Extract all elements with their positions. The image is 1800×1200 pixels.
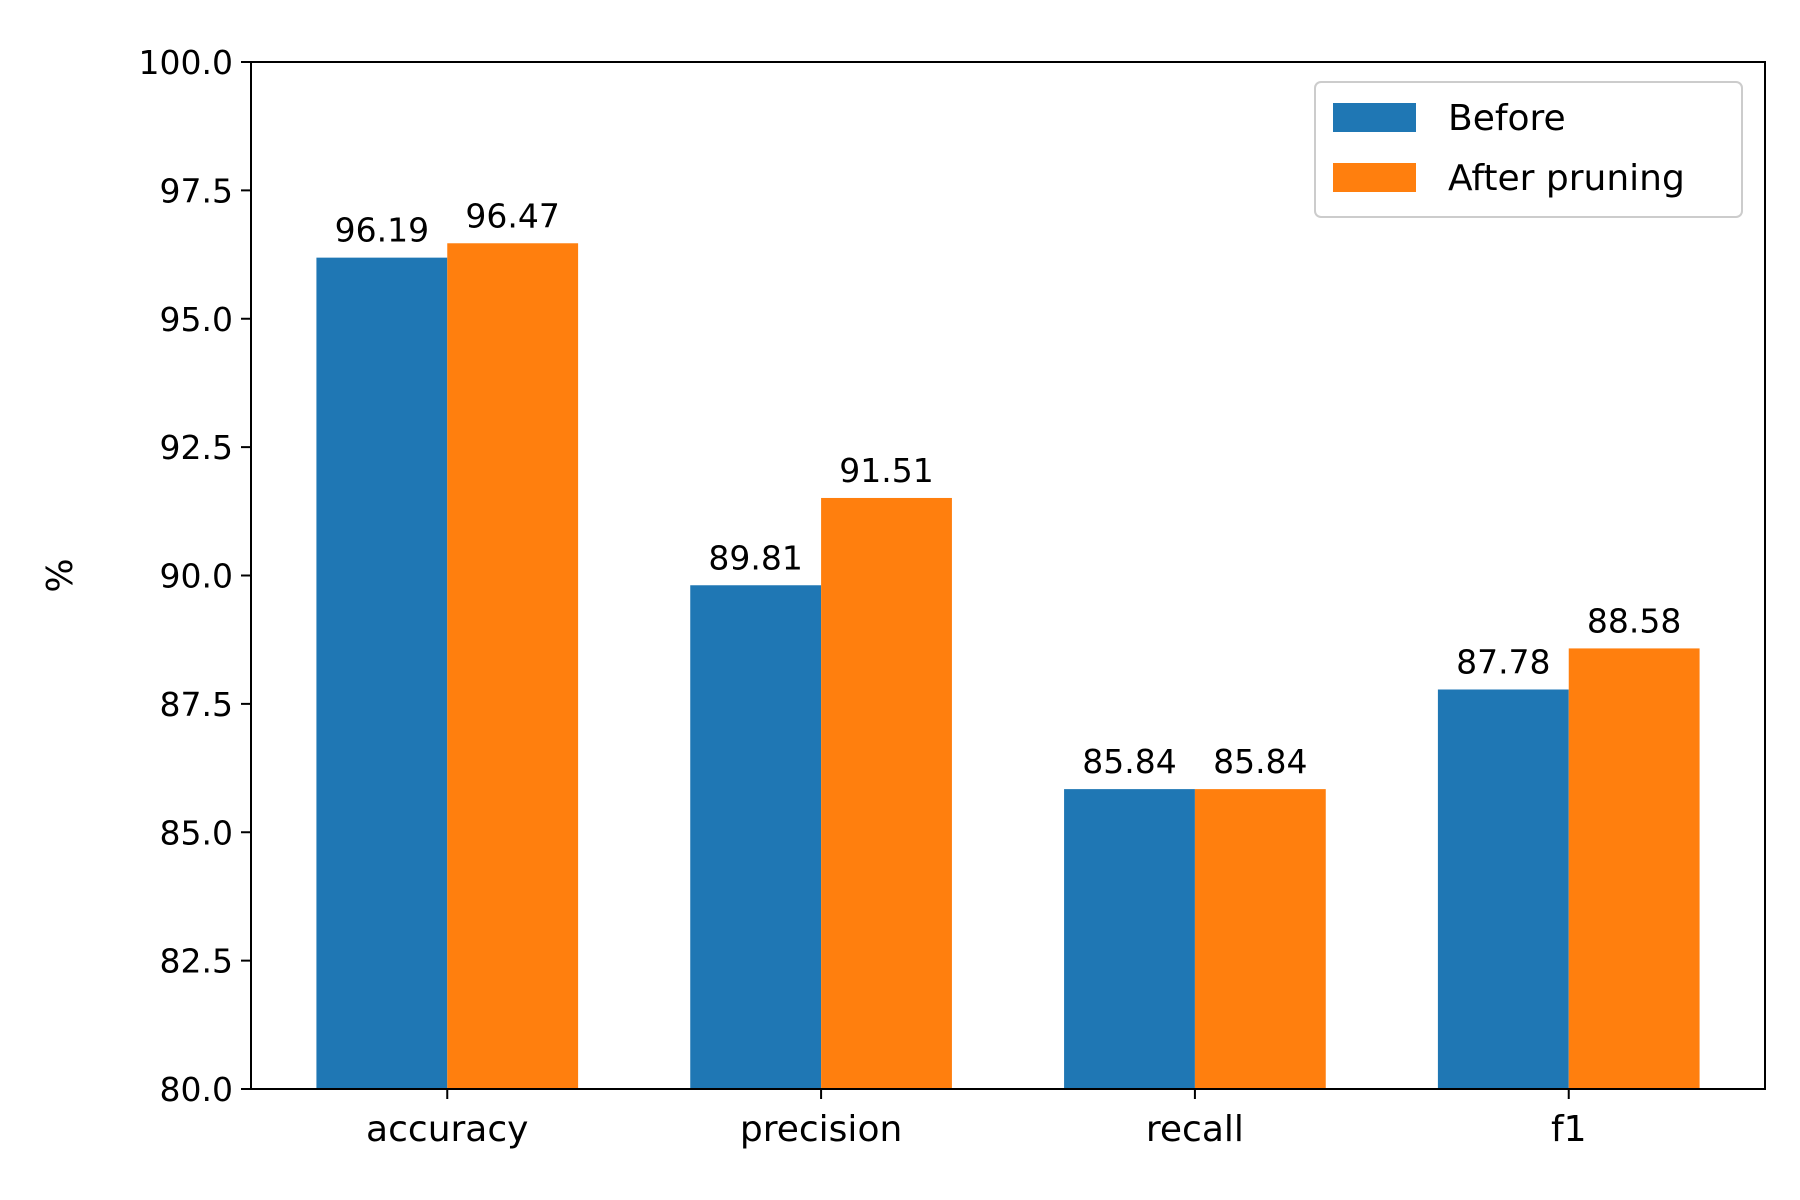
- bar-after-pruning-recall: [1194, 789, 1326, 1089]
- bar-before-accuracy: [316, 257, 448, 1089]
- y-tick-label: 95.0: [160, 300, 233, 339]
- x-tick-label-precision: precision: [740, 1109, 902, 1150]
- bars-layer: [316, 243, 1700, 1089]
- value-label: 85.84: [1213, 742, 1307, 781]
- legend: Before After pruning: [1314, 81, 1743, 218]
- x-tick-label-accuracy: accuracy: [366, 1109, 528, 1150]
- y-tick-label: 97.5: [160, 171, 233, 210]
- legend-box: [1314, 81, 1743, 218]
- bar-before-recall: [1064, 789, 1195, 1089]
- value-label: 89.81: [708, 538, 802, 577]
- value-label: 96.47: [465, 196, 559, 235]
- x-tick-label-f1: f1: [1551, 1109, 1587, 1150]
- y-axis: 80.0 82.5 85.0 87.5 90.0 92.5 95.0 97.5 100.0: [139, 43, 251, 1109]
- bar-before-f1: [1437, 689, 1569, 1089]
- legend-label-before: Before: [1448, 98, 1566, 139]
- y-tick-label: 80.0: [160, 1070, 233, 1109]
- y-tick-label: 100.0: [139, 43, 233, 82]
- legend-label-after-pruning: After pruning: [1448, 158, 1685, 199]
- value-label: 85.84: [1082, 742, 1176, 781]
- value-label: 96.19: [335, 211, 429, 250]
- y-tick-label: 90.0: [160, 557, 233, 596]
- bar-after-pruning-f1: [1568, 648, 1700, 1089]
- y-tick-label: 85.0: [160, 813, 233, 852]
- value-label: 88.58: [1587, 601, 1681, 640]
- bar-before-precision: [690, 585, 822, 1089]
- value-label: 91.51: [839, 451, 933, 490]
- legend-swatch-before: [1333, 103, 1416, 132]
- value-label: 87.78: [1456, 642, 1550, 681]
- x-axis: accuracy precision recall f1: [366, 1089, 1587, 1150]
- y-tick-label: 82.5: [160, 942, 233, 981]
- value-labels-layer: 96.19 89.81 85.84 87.78 96.47 91.51 85.84 88.58: [335, 196, 1682, 781]
- bar-after-pruning-accuracy: [447, 243, 579, 1089]
- y-axis-label: %: [40, 558, 81, 592]
- bar-after-pruning-precision: [821, 497, 952, 1089]
- y-tick-label: 87.5: [160, 685, 233, 724]
- legend-swatch-after-pruning: [1333, 163, 1416, 192]
- x-tick-label-recall: recall: [1146, 1109, 1244, 1150]
- y-tick-label: 92.5: [160, 428, 233, 467]
